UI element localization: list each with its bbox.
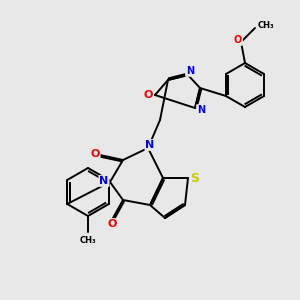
Text: O: O <box>90 149 100 159</box>
Text: N: N <box>197 105 205 115</box>
Text: CH₃: CH₃ <box>258 20 274 29</box>
Text: N: N <box>186 66 194 76</box>
Text: O: O <box>107 219 117 229</box>
Text: CH₃: CH₃ <box>80 236 96 245</box>
Text: O: O <box>234 35 242 45</box>
Text: N: N <box>99 176 109 186</box>
Text: S: S <box>190 172 200 184</box>
Text: N: N <box>146 140 154 150</box>
Text: O: O <box>143 90 153 100</box>
